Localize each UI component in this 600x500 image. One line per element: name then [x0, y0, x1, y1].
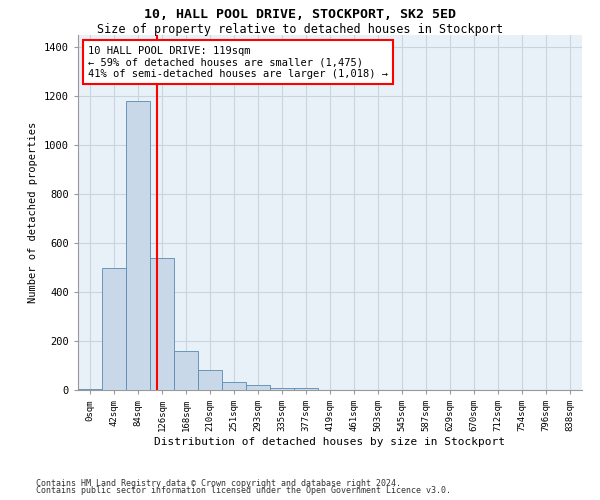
Text: Contains public sector information licensed under the Open Government Licence v3: Contains public sector information licen…: [36, 486, 451, 495]
Bar: [102, 268, 126, 390]
Text: Contains HM Land Registry data © Crown copyright and database right 2024.: Contains HM Land Registry data © Crown c…: [36, 478, 401, 488]
Bar: [294, 388, 318, 390]
X-axis label: Distribution of detached houses by size in Stockport: Distribution of detached houses by size …: [155, 437, 505, 447]
Y-axis label: Number of detached properties: Number of detached properties: [28, 122, 38, 303]
Text: Size of property relative to detached houses in Stockport: Size of property relative to detached ho…: [97, 22, 503, 36]
Bar: [174, 351, 198, 390]
Bar: [150, 258, 174, 390]
Bar: [270, 388, 294, 390]
Text: 10 HALL POOL DRIVE: 119sqm
← 59% of detached houses are smaller (1,475)
41% of s: 10 HALL POOL DRIVE: 119sqm ← 59% of deta…: [88, 46, 388, 79]
Bar: [78, 389, 102, 390]
Text: 10, HALL POOL DRIVE, STOCKPORT, SK2 5ED: 10, HALL POOL DRIVE, STOCKPORT, SK2 5ED: [144, 8, 456, 20]
Bar: [246, 384, 270, 390]
Bar: [222, 382, 246, 390]
Bar: [126, 101, 150, 390]
Bar: [198, 370, 222, 390]
